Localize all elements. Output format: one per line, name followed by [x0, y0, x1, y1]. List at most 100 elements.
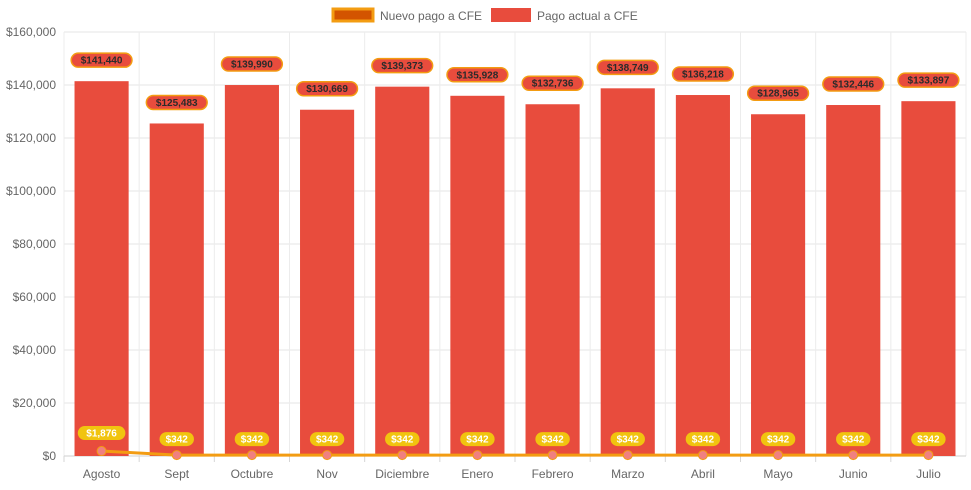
- line-data-label: $342: [692, 435, 715, 446]
- x-tick-label: Febrero: [532, 467, 574, 481]
- y-tick-label: $80,000: [13, 237, 57, 251]
- legend-item-nuevo-pago[interactable]: Nuevo pago a CFE: [331, 7, 482, 23]
- bar-data-label: $135,928: [457, 70, 499, 81]
- line-label-pill: [159, 432, 194, 447]
- y-tick-label: $20,000: [13, 396, 57, 410]
- line-label-pill: [535, 432, 570, 447]
- bar-data-label: $132,446: [832, 80, 874, 91]
- x-tick-label: Diciembre: [375, 467, 429, 481]
- bar-data-label: $138,749: [607, 63, 649, 74]
- line-data-label: $1,876: [86, 429, 117, 440]
- bar[interactable]: [826, 105, 881, 456]
- line-data-label: $342: [842, 435, 865, 446]
- y-tick-label: $140,000: [6, 78, 56, 92]
- bar[interactable]: [149, 123, 204, 457]
- line-data-label: $342: [316, 435, 339, 446]
- line-label-pill: [385, 432, 420, 447]
- x-tick-label: Abril: [691, 467, 715, 481]
- line-point[interactable]: [622, 450, 633, 461]
- x-tick-label: Nov: [316, 467, 337, 481]
- bar-data-label: $125,483: [156, 98, 198, 109]
- line-data-label: $342: [917, 435, 940, 446]
- bar[interactable]: [675, 95, 730, 456]
- bar-label-pill: [371, 57, 434, 74]
- bar[interactable]: [450, 95, 505, 456]
- line-point[interactable]: [246, 450, 257, 461]
- line-point[interactable]: [697, 450, 708, 461]
- bar-data-label: $132,736: [532, 79, 574, 90]
- legend: Nuevo pago a CFE Pago actual a CFE: [331, 7, 638, 23]
- x-tick-label: Marzo: [611, 467, 645, 481]
- line-data-label: $342: [617, 435, 640, 446]
- bar-data-label: $130,669: [306, 84, 348, 95]
- bar[interactable]: [751, 114, 806, 457]
- y-axis: $0 $20,000 $40,000 $60,000 $80,000 $100,000 $1…: [6, 25, 56, 463]
- x-tick-label: Mayo: [763, 467, 793, 481]
- line-point[interactable]: [547, 450, 558, 461]
- bar-label-pill: [295, 80, 359, 97]
- line-point[interactable]: [848, 450, 859, 461]
- legend-label: Pago actual a CFE: [537, 9, 638, 23]
- line-point[interactable]: [397, 450, 408, 461]
- line-point[interactable]: [322, 450, 333, 461]
- bar-label-pill: [446, 67, 509, 83]
- bar[interactable]: [300, 109, 355, 457]
- line-point[interactable]: [773, 450, 784, 461]
- y-tick-label: $40,000: [13, 343, 57, 357]
- line-label-pill: [234, 432, 270, 447]
- bar-label-pill: [70, 52, 133, 68]
- line-data-label: $342: [767, 435, 790, 446]
- bar-label-pill: [822, 76, 885, 92]
- bar-data-label: $139,373: [381, 61, 423, 72]
- x-tick-label: Agosto: [83, 467, 121, 481]
- bar-label-pill: [521, 75, 584, 91]
- line-data-label: $342: [391, 435, 414, 446]
- x-tick-label: Octubre: [231, 467, 274, 481]
- x-tick-label: Sept: [164, 467, 189, 481]
- line-label-pill: [911, 432, 946, 447]
- x-tick-label: Enero: [461, 467, 493, 481]
- bar-label-pill: [596, 59, 659, 76]
- bar[interactable]: [600, 88, 655, 456]
- bar-data-label: $139,990: [231, 60, 273, 71]
- line-point[interactable]: [923, 450, 934, 461]
- x-tick-label: Junio: [839, 467, 868, 481]
- bar-label-pill: [671, 66, 735, 82]
- line-point[interactable]: [171, 450, 182, 461]
- x-tick-label: Julio: [916, 467, 941, 481]
- bar-data-label: $133,897: [908, 76, 950, 87]
- line-data-label: $342: [241, 435, 264, 446]
- line-data-label: $342: [541, 435, 564, 446]
- bar-data-label: $141,440: [81, 56, 123, 67]
- bar-label-pill: [145, 94, 208, 111]
- bar[interactable]: [224, 85, 279, 457]
- line-point[interactable]: [472, 450, 483, 461]
- bar-data-label: $128,965: [757, 89, 799, 100]
- line-path: [101, 449, 929, 457]
- y-tick-label: $60,000: [13, 290, 57, 304]
- line-label-pill: [685, 432, 721, 447]
- line-label-pill: [309, 432, 345, 447]
- bar[interactable]: [901, 101, 956, 457]
- line-label-pill: [760, 432, 796, 447]
- y-tick-label: $120,000: [6, 131, 56, 145]
- line-label-pill: [610, 432, 645, 447]
- bar-label-pill: [746, 85, 810, 101]
- bar-data-label: $136,218: [682, 70, 724, 81]
- line-label-pill: [836, 432, 871, 447]
- bar-series: [74, 81, 956, 457]
- bar[interactable]: [74, 81, 129, 457]
- x-axis: Agosto Sept Octubre Nov Diciembre Enero Febrer…: [63, 456, 941, 481]
- bar-data-labels: $141,440 $125,483 $139,990 $130,669 $139,373…: [70, 52, 960, 111]
- legend-swatch: [491, 8, 531, 22]
- y-tick-label: $0: [43, 449, 57, 463]
- y-tick-label: $100,000: [6, 184, 56, 198]
- line-data-label: $342: [166, 435, 189, 446]
- bar[interactable]: [375, 86, 430, 456]
- bar[interactable]: [525, 104, 580, 456]
- line-point[interactable]: [96, 446, 107, 457]
- y-tick-label: $160,000: [6, 25, 56, 39]
- legend-item-pago-actual[interactable]: Pago actual a CFE: [491, 8, 638, 23]
- line-data-label: $342: [466, 435, 489, 446]
